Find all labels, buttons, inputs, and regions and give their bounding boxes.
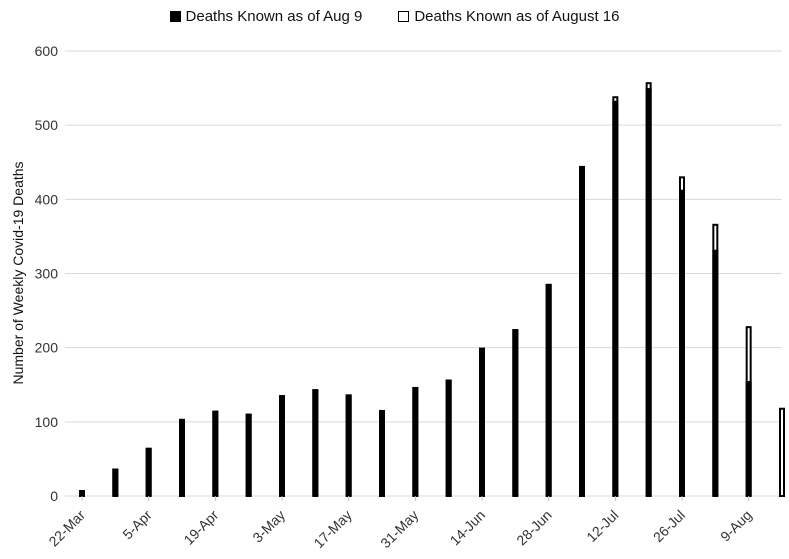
y-axis-title: Number of Weekly Covid-19 Deaths [10,161,26,384]
x-tick-label: 12-Jul [583,507,621,545]
bar-aug9-5-Jul [579,165,585,497]
y-tick-label: 300 [35,266,59,282]
bar-aug9-26-Apr [245,413,252,496]
y-tick-label: 600 [35,43,59,59]
bar-aug9-22-Mar [79,490,85,496]
gridlines [65,50,782,497]
x-tick-label: 9-Aug [717,507,755,545]
y-axis-ticks: 0 100 200 300 400 500 600 [35,43,59,504]
legend-item-aug9: Deaths Known as of Aug 9 [169,8,363,25]
legend: Deaths Known as of Aug 9 Deaths Known as… [0,8,789,25]
bar-aug9-2-Aug [712,249,719,496]
bar-aug9-21-Jun [512,329,519,496]
bar-aug9-9-Aug [745,381,752,496]
legend-label-aug9: Deaths Known as of Aug 9 [185,8,363,25]
y-tick-label: 0 [50,488,58,504]
bar-aug9-24-May [379,409,385,496]
bar-aug16-16-Aug [779,407,785,497]
bar-aug9-19-Jul [645,88,652,496]
bar-aug9-19-Apr [212,410,219,496]
legend-label-aug16: Deaths Known as of August 16 [414,8,620,25]
bar-aug9-3-May [279,395,285,496]
bar-aug9-14-Jun [479,347,485,496]
legend-item-aug16: Deaths Known as of August 16 [398,8,619,25]
x-tick-label: 28-Jun [513,507,555,549]
bar-aug9-31-May [412,386,419,496]
bar-aug9-26-Jul [679,189,685,497]
y-tick-label: 200 [35,340,59,356]
bar-aug9-7-Jun [445,379,452,496]
bar-aug9-10-May [312,389,319,496]
x-axis-ticks: 22-Mar 5-Apr 19-Apr 3-May 17-May 31-May 14-Jun… [45,496,755,551]
x-tick-label: 19-Apr [180,507,221,548]
legend-swatch-solid-icon [169,11,181,22]
legend-swatch-outline-icon [398,11,410,22]
y-tick-label: 500 [35,117,59,133]
x-tick-label: 31-May [377,507,421,551]
bar-aug9-17-May [345,394,352,496]
x-tick-label: 5-Apr [119,507,155,543]
x-tick-label: 26-Jul [650,507,688,545]
bar-aug9-12-Jul [612,100,619,497]
x-tick-label: 22-Mar [45,507,88,550]
x-tick-label: 3-May [249,507,288,546]
x-tick-label: 14-Jun [447,507,489,549]
bar-aug9-28-Jun [545,283,552,496]
y-tick-label: 400 [35,191,59,207]
y-tick-label: 100 [35,414,59,430]
x-tick-label: 17-May [310,507,354,551]
bar-aug9-12-Apr [179,418,185,496]
bar-aug9-29-Mar [112,468,119,496]
bar-aug9-5-Apr [145,447,152,496]
bars [79,82,785,498]
